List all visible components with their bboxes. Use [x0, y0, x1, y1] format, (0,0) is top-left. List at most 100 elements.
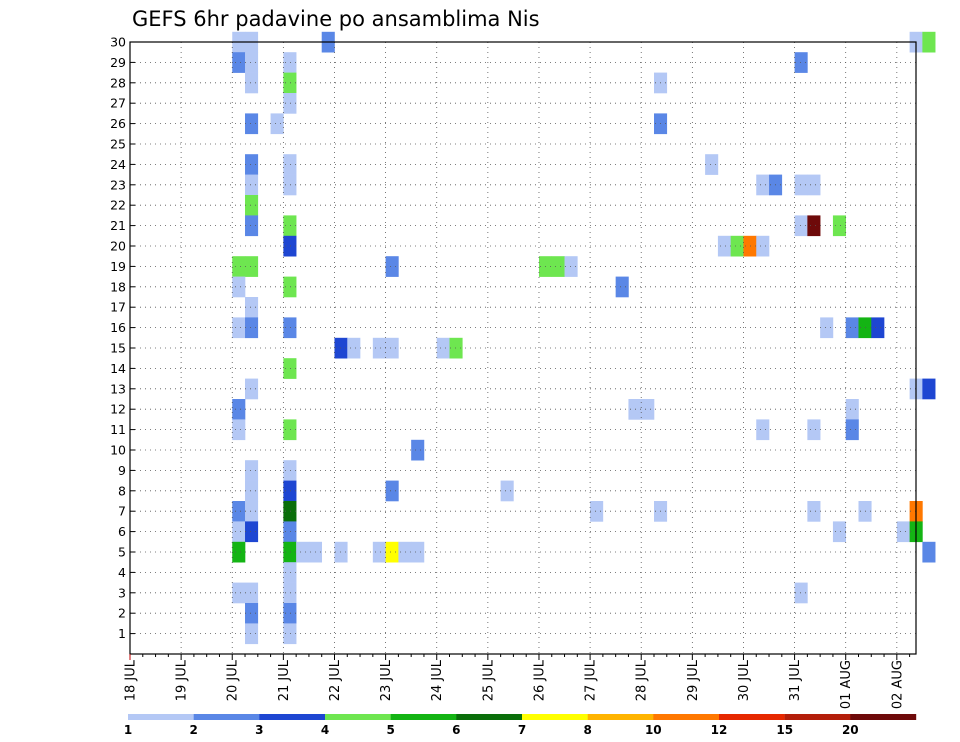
- x-tick-label: 18 JUL: [124, 659, 139, 701]
- x-tick-label: 31 JUL: [788, 659, 803, 701]
- precip-cell: [283, 276, 297, 298]
- colorbar-label: 3: [255, 723, 263, 737]
- precipitation-cells: [232, 31, 936, 645]
- precip-cell: [551, 256, 565, 277]
- precip-cell: [334, 541, 348, 563]
- colorbar-segment: [719, 714, 785, 720]
- precip-cell: [283, 93, 297, 114]
- precip-cell: [232, 256, 246, 277]
- y-tick-label: 11: [110, 422, 126, 437]
- precip-cell: [756, 174, 770, 196]
- precip-cell: [385, 480, 399, 502]
- colorbar-label: 7: [518, 723, 526, 737]
- colorbar-segment: [128, 714, 194, 720]
- precip-cell: [922, 378, 936, 400]
- precip-cell: [334, 337, 348, 359]
- x-tick-label: 27 JUL: [584, 659, 599, 701]
- colorbar-segment: [390, 714, 457, 720]
- colorbar-label: 8: [584, 723, 592, 737]
- precip-cell: [807, 174, 821, 196]
- y-tick-label: 25: [110, 137, 126, 152]
- x-tick-label: 22 JUL: [328, 659, 343, 701]
- colorbar: 1 2 3 4 5 6 7 8 10 12 15 20: [124, 714, 917, 737]
- x-axis-ticks: 18 JUL 19 JUL 20 JUL 21 JUL 22 JUL 23 JUL 24 J…: [124, 654, 911, 709]
- x-tick-label: 20 JUL: [226, 659, 241, 701]
- colorbar-segment: [587, 714, 654, 720]
- precip-cell: [245, 154, 259, 175]
- y-tick-label: 12: [110, 402, 126, 417]
- precip-cell: [283, 521, 297, 543]
- precip-cell: [845, 419, 859, 441]
- y-tick-label: 18: [110, 279, 126, 294]
- y-tick-label: 20: [110, 239, 126, 254]
- precip-cell: [347, 337, 361, 359]
- precip-cell: [283, 603, 297, 624]
- y-tick-label: 24: [110, 157, 126, 172]
- precip-cell: [245, 195, 259, 216]
- precip-cell: [411, 541, 425, 563]
- precip-cell: [283, 72, 297, 94]
- precip-cell: [283, 235, 297, 257]
- precip-cell: [896, 521, 910, 543]
- precip-cell: [641, 399, 655, 420]
- precip-cell: [807, 419, 821, 441]
- precip-cell: [283, 419, 297, 441]
- precip-cell: [871, 317, 885, 339]
- precip-cell: [500, 480, 514, 502]
- precip-cell: [756, 419, 770, 441]
- precip-cell: [730, 235, 744, 257]
- colorbar-label: 15: [776, 723, 793, 737]
- y-tick-label: 26: [110, 116, 126, 131]
- precip-cell: [245, 113, 259, 135]
- x-tick-label: 30 JUL: [737, 659, 752, 701]
- precip-cell: [232, 276, 246, 298]
- colorbar-label: 20: [842, 723, 859, 737]
- precip-cell: [245, 460, 259, 481]
- precip-cell: [283, 154, 297, 175]
- precip-cell: [283, 358, 297, 379]
- precip-cell: [245, 378, 259, 400]
- precip-cell: [245, 521, 259, 543]
- precip-cell: [296, 541, 310, 563]
- precip-cell: [449, 337, 463, 359]
- precip-cell: [845, 399, 859, 420]
- precip-cell: [590, 501, 604, 522]
- y-tick-label: 19: [110, 259, 126, 274]
- y-tick-label: 14: [110, 361, 126, 376]
- chart-title: GEFS 6hr padavine po ansamblima Nis: [132, 7, 540, 31]
- colorbar-segment: [456, 714, 523, 720]
- y-tick-label: 22: [110, 198, 126, 213]
- y-tick-label: 15: [110, 341, 126, 356]
- precip-cell: [245, 256, 259, 277]
- y-tick-label: 17: [110, 300, 126, 315]
- precip-cell: [283, 215, 297, 237]
- precip-cell: [832, 521, 847, 543]
- precip-cell: [922, 541, 936, 563]
- precip-cell: [245, 582, 259, 604]
- precip-cell: [232, 317, 246, 339]
- x-tick-label: 02 AUG: [890, 660, 905, 709]
- precip-cell: [398, 541, 412, 563]
- precip-cell: [232, 501, 246, 522]
- colorbar-label: 1: [124, 723, 132, 737]
- precip-cell: [245, 52, 259, 73]
- precip-cell: [372, 337, 386, 359]
- precip-cell: [385, 256, 399, 277]
- y-tick-label: 4: [118, 565, 126, 580]
- colorbar-segment: [522, 714, 588, 720]
- precip-cell: [564, 256, 578, 277]
- precip-cell: [411, 439, 425, 461]
- y-tick-label: 16: [110, 320, 126, 335]
- precip-cell: [232, 52, 246, 73]
- colorbar-segment: [850, 714, 917, 720]
- precip-cell: [283, 582, 297, 604]
- colorbar-label: 12: [711, 723, 728, 737]
- precip-cell: [807, 215, 821, 237]
- x-tick-label: 29 JUL: [686, 659, 701, 701]
- y-tick-label: 3: [118, 585, 126, 600]
- y-tick-label: 6: [118, 524, 126, 539]
- colorbar-segment: [784, 714, 851, 720]
- precip-cell: [245, 317, 259, 339]
- grid-lines: [129, 41, 916, 654]
- precip-cell: [245, 174, 259, 196]
